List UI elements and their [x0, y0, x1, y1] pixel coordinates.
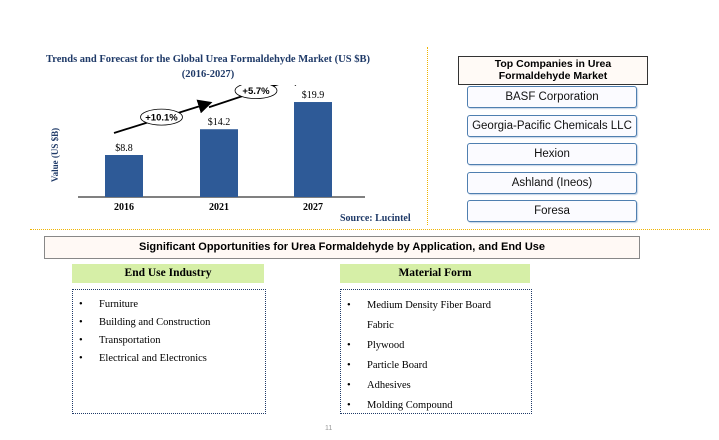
material-form-heading: Material Form: [340, 264, 530, 283]
opportunities-title: Significant Opportunities for Urea Forma…: [44, 236, 640, 259]
bullet-icon: •: [79, 317, 83, 328]
material-form-item-label: Plywood: [367, 340, 405, 351]
chart-title-line: Trends and Forecast for the Global Urea …: [46, 54, 370, 65]
bullet-icon: •: [347, 380, 351, 391]
material-form-box: • Medium Density Fiber Board Fabric • Plywoo…: [340, 289, 532, 414]
material-form-item: • Particle Board: [341, 356, 531, 376]
growth-label-bubble: [140, 108, 183, 126]
material-form-item: Fabric: [341, 316, 531, 336]
material-form-item: • Adhesives: [341, 376, 531, 396]
material-form-item-label: Particle Board: [367, 360, 428, 371]
end-use-item-label: Furniture: [99, 299, 139, 310]
end-use-box: • Furniture • Building and Construction • Tra…: [72, 289, 266, 414]
growth-label: +5.7%: [242, 86, 270, 97]
company-item: Ashland (Ineos): [467, 172, 637, 194]
horizontal-divider: [30, 229, 710, 230]
end-use-heading: End Use Industry: [72, 264, 264, 283]
end-use-item-label: Transportation: [99, 335, 161, 346]
bullet-icon: •: [347, 360, 351, 371]
bullet-icon: •: [347, 340, 351, 351]
y-axis-label: Value (US $B): [50, 128, 60, 182]
x-tick-label-2027: 2027: [303, 202, 323, 213]
bullet-icon: •: [79, 353, 83, 364]
material-form-item: • Molding Compound: [341, 396, 531, 416]
material-form-list: • Medium Density Fiber Board Fabric • Plywoo…: [341, 290, 531, 416]
data-label-2021: $14.2: [208, 117, 231, 128]
end-use-item: • Furniture: [73, 296, 265, 314]
chart-title: Trends and Forecast for the Global Urea …: [38, 52, 378, 82]
vertical-divider: [427, 47, 428, 225]
bar-2027: [294, 102, 332, 197]
material-form-item: • Plywood: [341, 336, 531, 356]
end-use-item-label: Electrical and Electronics: [99, 353, 207, 364]
bar-2016: [105, 155, 143, 197]
bar-2021: [200, 129, 238, 197]
growth-label-bubble: [234, 85, 278, 100]
company-item: Georgia-Pacific Chemicals LLC: [467, 115, 637, 137]
growth-label: +10.1%: [145, 113, 178, 124]
material-form-item-label: Fabric: [367, 320, 394, 331]
material-form-item-label: Medium Density Fiber Board: [367, 300, 491, 311]
material-form-item-label: Adhesives: [367, 380, 411, 391]
end-use-item-label: Building and Construction: [99, 317, 211, 328]
data-label-2027: $19.9: [302, 90, 325, 101]
company-item: Hexion: [467, 143, 637, 165]
material-form-item-label: Molding Compound: [367, 400, 453, 411]
data-label-2016: $8.8: [115, 143, 133, 154]
bullet-icon: •: [79, 299, 83, 310]
bar-chart: Value (US $B) $8.8 2016 $14.2 2021 $19.9 2027…: [50, 85, 365, 213]
bullet-icon: •: [347, 300, 351, 311]
bullet-icon: •: [79, 335, 83, 346]
x-tick-label-2016: 2016: [114, 202, 134, 213]
end-use-item: • Building and Construction: [73, 314, 265, 332]
top-companies-title: Top Companies in Urea Formaldehyde Marke…: [458, 56, 648, 85]
end-use-list: • Furniture • Building and Construction • Tra…: [73, 290, 265, 368]
chart-source: Source: Lucintel: [340, 213, 411, 224]
company-item: BASF Corporation: [467, 86, 637, 108]
page-number: 11: [325, 425, 333, 432]
bullet-icon: •: [347, 400, 351, 411]
material-form-item: • Medium Density Fiber Board: [341, 296, 531, 316]
end-use-item: • Electrical and Electronics: [73, 350, 265, 368]
company-item: Foresa: [467, 200, 637, 222]
end-use-item: • Transportation: [73, 332, 265, 350]
chart-subtitle: (2016-2027): [181, 69, 235, 80]
x-tick-label-2021: 2021: [209, 202, 229, 213]
